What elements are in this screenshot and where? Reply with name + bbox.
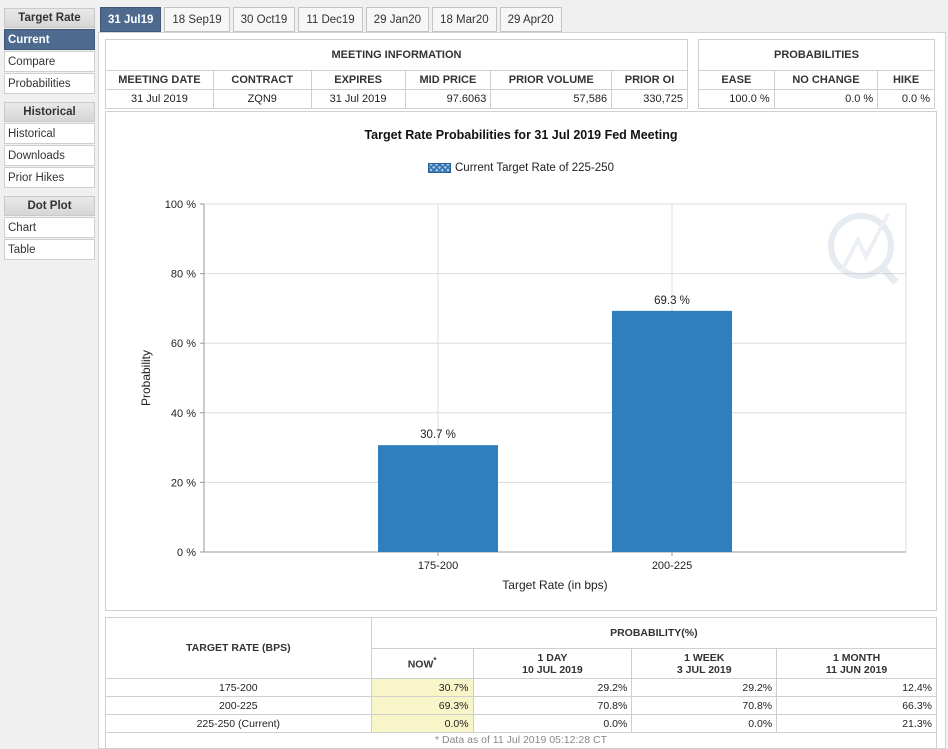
meeting-date-value: 31 Jul 2019 xyxy=(105,89,214,109)
now-cell: 69.3% xyxy=(370,696,474,715)
col-no-change: NO CHANGE xyxy=(773,70,879,90)
x-axis-title: Target Rate (in bps) xyxy=(502,578,607,592)
month-cell: 21.3% xyxy=(776,714,937,733)
meeting-tabs: 31 Jul19 18 Sep19 30 Oct19 11 Dec19 29 J… xyxy=(100,7,562,32)
expires-value: 31 Jul 2019 xyxy=(310,89,406,109)
contract-value: ZQN9 xyxy=(212,89,312,109)
chart-legend[interactable]: Current Target Rate of 225-250 xyxy=(428,162,614,174)
x-tick-label: 200-225 xyxy=(652,560,692,572)
y-tick-label: 80 % xyxy=(171,269,196,281)
sidebar-item-compare[interactable]: Compare xyxy=(4,51,95,72)
bar-175-200 xyxy=(378,445,498,552)
table-row: 200-225 69.3% 70.8% 70.8% 66.3% xyxy=(105,696,937,715)
col-now-label: NOW xyxy=(407,658,434,671)
col-prior-oi: PRIOR OI xyxy=(611,70,688,90)
sidebar-header-target-rate: Target Rate xyxy=(4,8,95,28)
col-now: NOW* xyxy=(370,648,474,679)
col-1-day-label: 1 DAY xyxy=(537,651,568,664)
rate-cell: 200-225 xyxy=(105,696,372,715)
data-label: 30.7 % xyxy=(420,429,456,441)
col-1-week-date: 3 JUL 2019 xyxy=(676,663,732,676)
chart-svg: 0 % 20 % 40 % 60 % 80 % 100 % 30.7 % 175-200 69.… xyxy=(139,199,907,592)
rate-cell: 225-250 (Current) xyxy=(105,714,372,733)
tab-18-mar20[interactable]: 18 Mar20 xyxy=(432,7,497,32)
sidebar-header-dot-plot: Dot Plot xyxy=(4,196,95,216)
sidebar: Target Rate Current Compare Probabilitie… xyxy=(4,8,95,260)
now-cell: 0.0% xyxy=(370,714,474,733)
day-cell: 29.2% xyxy=(472,678,633,697)
data-footnote: * Data as of 11 Jul 2019 05:12:28 CT xyxy=(105,733,937,749)
legend-swatch xyxy=(428,163,451,173)
week-cell: 70.8% xyxy=(631,696,778,715)
col-expires: EXPIRES xyxy=(310,70,406,90)
sidebar-item-downloads[interactable]: Downloads xyxy=(4,145,95,166)
table-row: 225-250 (Current) 0.0% 0.0% 0.0% 21.3% xyxy=(105,714,937,733)
tab-29-apr20[interactable]: 29 Apr20 xyxy=(499,7,562,32)
col-1-month-date: 11 JUN 2019 xyxy=(825,663,888,676)
sidebar-item-prior-hikes[interactable]: Prior Hikes xyxy=(4,167,95,188)
col-ease: EASE xyxy=(698,70,775,90)
tab-30-oct19[interactable]: 30 Oct19 xyxy=(232,7,296,32)
probability-history-table: TARGET RATE (BPS) PROBABILITY(%) NOW* 1 … xyxy=(105,617,938,733)
tab-11-dec19[interactable]: 11 Dec19 xyxy=(298,7,363,32)
tab-18-sep19[interactable]: 18 Sep19 xyxy=(164,7,230,32)
col-probability-group: PROBABILITY(%) xyxy=(370,617,938,649)
col-target-rate: TARGET RATE (BPS) xyxy=(105,617,372,679)
col-1-month: 1 MONTH 11 JUN 2019 xyxy=(776,648,937,679)
sidebar-item-current[interactable]: Current xyxy=(4,29,95,50)
tab-29-jan20[interactable]: 29 Jan20 xyxy=(365,7,430,32)
week-cell: 29.2% xyxy=(631,678,778,697)
now-cell: 30.7% xyxy=(370,678,474,697)
day-cell: 70.8% xyxy=(472,696,633,715)
no-change-value: 0.0 % xyxy=(773,89,879,109)
x-tick-label: 175-200 xyxy=(418,560,458,572)
legend-label: Current Target Rate of 225-250 xyxy=(455,162,614,174)
mid-price-value: 97.6063 xyxy=(404,89,492,109)
ease-value: 100.0 % xyxy=(698,89,775,109)
month-cell: 12.4% xyxy=(776,678,937,697)
data-label: 69.3 % xyxy=(654,295,690,307)
col-contract: CONTRACT xyxy=(212,70,312,90)
bar-200-225 xyxy=(612,310,732,552)
sidebar-item-chart[interactable]: Chart xyxy=(4,217,95,238)
col-1-day-date: 10 JUL 2019 xyxy=(522,663,583,676)
prior-oi-value: 330,725 xyxy=(611,89,688,109)
col-1-week: 1 WEEK 3 JUL 2019 xyxy=(631,648,778,679)
col-meeting-date: MEETING DATE xyxy=(105,70,214,90)
hike-value: 0.0 % xyxy=(877,89,935,109)
sidebar-header-historical: Historical xyxy=(4,102,95,122)
rate-cell: 175-200 xyxy=(105,678,372,697)
prior-volume-value: 57,586 xyxy=(490,89,613,109)
watermark-icon xyxy=(828,213,899,285)
col-mid-price: MID PRICE xyxy=(404,70,492,90)
y-tick-label: 40 % xyxy=(171,408,196,420)
month-cell: 66.3% xyxy=(776,696,937,715)
y-axis-title: Probability xyxy=(139,350,153,406)
col-hike: HIKE xyxy=(877,70,935,90)
probabilities-title: PROBABILITIES xyxy=(698,39,935,71)
main-panel: MEETING INFORMATION MEETING DATE CONTRAC… xyxy=(98,32,946,749)
target-rate-chart: 0 % 20 % 40 % 60 % 80 % 100 % 30.7 % 175-200 69.… xyxy=(105,111,937,611)
y-tick-label: 100 % xyxy=(165,199,196,211)
sidebar-item-historical[interactable]: Historical xyxy=(4,123,95,144)
meeting-info-title: MEETING INFORMATION xyxy=(105,39,688,71)
col-prior-volume: PRIOR VOLUME xyxy=(490,70,613,90)
meeting-info-table: MEETING INFORMATION MEETING DATE CONTRAC… xyxy=(105,39,688,109)
col-1-month-label: 1 MONTH xyxy=(832,651,881,664)
col-now-mark: * xyxy=(433,656,437,666)
sidebar-item-probabilities[interactable]: Probabilities xyxy=(4,73,95,94)
col-1-day: 1 DAY 10 JUL 2019 xyxy=(472,648,633,679)
y-tick-label: 60 % xyxy=(171,338,196,350)
day-cell: 0.0% xyxy=(472,714,633,733)
week-cell: 0.0% xyxy=(631,714,778,733)
probabilities-table: PROBABILITIES EASE NO CHANGE HIKE 100.0 … xyxy=(698,39,935,109)
y-tick-label: 0 % xyxy=(177,547,196,559)
tab-31-jul19[interactable]: 31 Jul19 xyxy=(100,7,162,32)
col-1-week-label: 1 WEEK xyxy=(684,651,725,664)
chart-title: Target Rate Probabilities for 31 Jul 201… xyxy=(364,128,678,142)
sidebar-item-table[interactable]: Table xyxy=(4,239,95,260)
y-tick-label: 20 % xyxy=(171,477,196,489)
table-row: 175-200 30.7% 29.2% 29.2% 12.4% xyxy=(105,678,937,697)
